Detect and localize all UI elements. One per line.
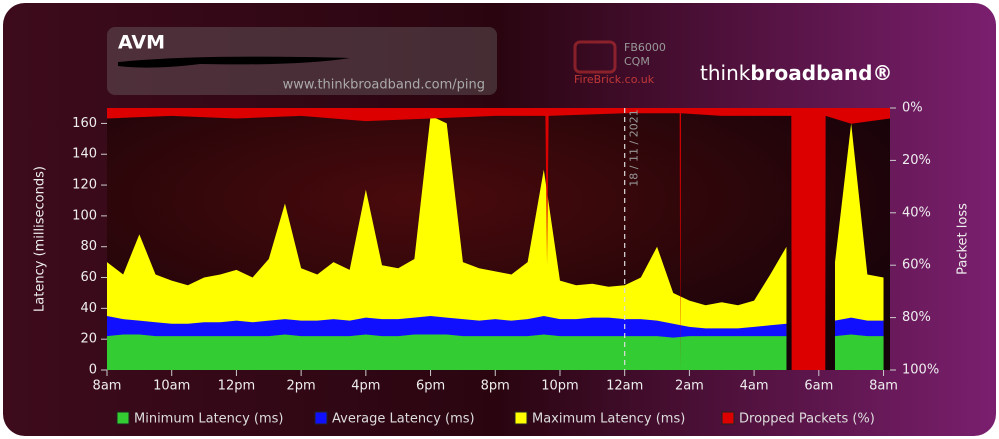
y-tick-label: 80 xyxy=(80,239,97,254)
x-tick-label: 10am xyxy=(153,379,190,394)
logo: thinkbroadband® xyxy=(700,61,892,85)
x-tick-label: 2pm xyxy=(287,379,316,394)
series-area xyxy=(107,334,884,370)
x-tick-label: 4am xyxy=(740,379,769,394)
logo-broadband: broadband® xyxy=(750,61,892,85)
x-tick-label: 4pm xyxy=(351,379,380,394)
y2-tick-label: 100% xyxy=(902,363,939,378)
y-tick-label: 140 xyxy=(72,147,97,162)
x-tick-label: 2am xyxy=(675,379,704,394)
legend-swatch xyxy=(514,411,528,425)
legend-swatch xyxy=(721,411,735,425)
legend-label: Maximum Latency (ms) xyxy=(532,412,685,427)
legend-label: Minimum Latency (ms) xyxy=(134,412,283,427)
y2-tick-label: 80% xyxy=(902,310,931,325)
legend-label: Dropped Packets (%) xyxy=(739,412,875,427)
y-tick-label: 100 xyxy=(72,208,97,223)
y-tick-label: 120 xyxy=(72,178,97,193)
annotation-text: 18 / 11 / 2021 xyxy=(628,109,641,186)
subtitle: www.thinkbroadband.com/ping xyxy=(283,78,485,93)
y-tick-label: 20 xyxy=(80,332,97,347)
y-tick-label: 160 xyxy=(72,116,97,131)
y2-tick-label: 60% xyxy=(902,258,931,273)
y-tick-label: 60 xyxy=(80,270,97,285)
x-tick-label: 8pm xyxy=(481,379,510,394)
chart-title: AVM xyxy=(118,32,165,54)
x-tick-label: 12pm xyxy=(218,379,255,394)
brand-product: CQM xyxy=(624,55,650,68)
logo-think: think xyxy=(700,61,751,85)
x-tick-label: 8am xyxy=(869,379,898,394)
brand-model: FB6000 xyxy=(624,41,666,54)
x-tick-label: 12am xyxy=(606,379,643,394)
series-area xyxy=(107,115,884,371)
x-tick-label: 10pm xyxy=(541,379,578,394)
legend-swatch xyxy=(116,411,130,425)
x-tick-label: 8am xyxy=(93,379,122,394)
y2-axis-label: Packet loss xyxy=(956,203,971,275)
brand-vendor: FireBrick.co.uk xyxy=(574,73,655,86)
firebrick-logo xyxy=(573,40,617,74)
y2-tick-label: 40% xyxy=(902,205,931,220)
y-tick-label: 40 xyxy=(80,301,97,316)
y2-tick-label: 0% xyxy=(902,101,923,116)
y-axis-label: Latency (milliseconds) xyxy=(33,166,48,312)
y2-tick-label: 20% xyxy=(902,153,931,168)
x-tick-label: 6pm xyxy=(416,379,445,394)
legend-label: Average Latency (ms) xyxy=(332,412,475,427)
y-tick-label: 0 xyxy=(89,363,97,378)
x-tick-label: 6am xyxy=(804,379,833,394)
redaction xyxy=(118,56,350,68)
series-area xyxy=(107,108,890,370)
legend-swatch xyxy=(314,411,328,425)
